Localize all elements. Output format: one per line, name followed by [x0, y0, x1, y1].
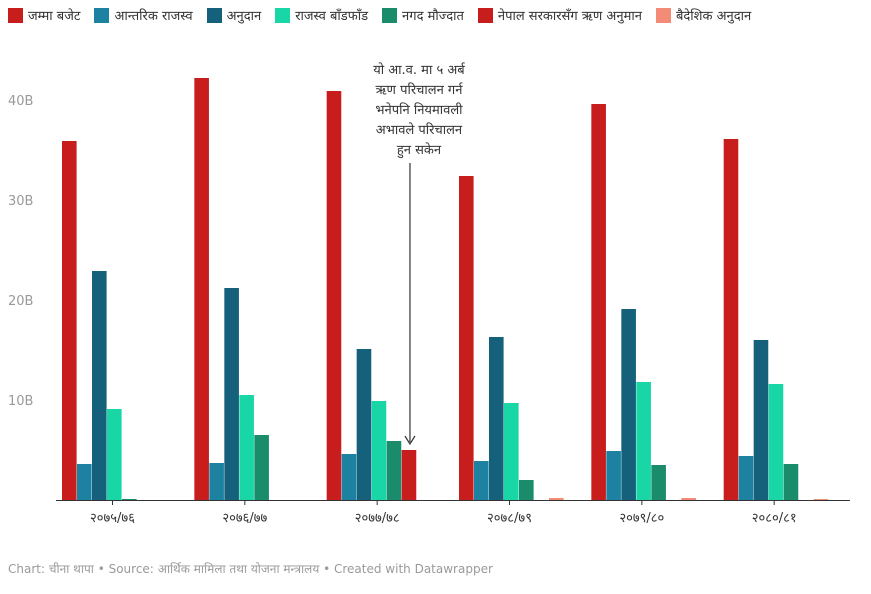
- bar: [753, 340, 769, 500]
- chart-legend: जम्मा बजेट आन्तरिक राजस्व अनुदान राजस्व बाँ…: [8, 3, 868, 27]
- bar: [356, 349, 372, 500]
- bar: [591, 104, 606, 500]
- legend-swatch: [382, 7, 398, 23]
- bar: [62, 141, 77, 500]
- bar: [519, 480, 534, 500]
- bar: [606, 451, 621, 500]
- legend-item: राजस्व बाँडफाँड: [275, 3, 368, 27]
- bar: [738, 456, 754, 500]
- bar: [239, 395, 254, 500]
- footer-created-with: Created with Datawrapper: [334, 562, 493, 576]
- bar: [783, 464, 799, 500]
- annotation-text: भनेपनि नियमावली: [375, 102, 463, 118]
- legend-item: आन्तरिक राजस्व: [94, 3, 193, 27]
- bar: [723, 139, 739, 500]
- bar: [224, 288, 239, 500]
- annotation-text: यो आ.व. मा ५ अर्ब: [373, 62, 465, 78]
- legend-item: नेपाल सरकारसँग ऋण अनुमान: [477, 3, 642, 27]
- legend-swatch: [477, 7, 493, 23]
- bar: [681, 498, 696, 500]
- y-tick-label: 20B: [8, 294, 33, 309]
- bar: [636, 382, 651, 500]
- annotation-text: हुन सकेन: [397, 142, 442, 159]
- legend-item: अनुदान: [206, 3, 262, 27]
- y-tick-label: 40B: [8, 94, 33, 109]
- legend-label: अनुदान: [226, 9, 262, 24]
- legend-item: नगद मौज्दात: [382, 3, 464, 27]
- legend-swatch: [655, 7, 671, 23]
- legend-swatch: [8, 7, 23, 23]
- y-tick-label: 30B: [8, 194, 33, 209]
- bar: [371, 401, 387, 500]
- x-tick-label: २०७८/७९: [487, 511, 532, 526]
- bar: [194, 78, 209, 500]
- bar: [459, 176, 474, 500]
- footer-source-name: आर्थिक मामिला तथा योजना मन्त्रालय: [157, 562, 320, 576]
- bar: [489, 337, 504, 500]
- bar: [768, 384, 784, 500]
- bar: [92, 271, 107, 500]
- legend-swatch: [94, 7, 110, 23]
- bar: [341, 454, 357, 500]
- footer-chart-label: Chart:: [8, 562, 46, 576]
- bar: [474, 461, 489, 500]
- legend-label: राजस्व बाँडफाँड: [295, 9, 369, 24]
- bar: [651, 465, 666, 500]
- x-tick-label: २०७५/७६: [90, 511, 135, 526]
- bar: [122, 499, 137, 500]
- legend-label: जम्मा बजेट: [28, 9, 81, 24]
- legend-item: जम्मा बजेट: [8, 3, 80, 27]
- x-tick-label: २०७९/८०: [619, 511, 664, 526]
- legend-swatch: [206, 7, 222, 23]
- legend-label: नेपाल सरकारसँग ऋण अनुमान: [497, 9, 642, 24]
- legend-label: आन्तरिक राजस्व: [114, 9, 193, 24]
- legend-item: बैदेशिक अनुदान: [655, 3, 752, 27]
- legend-swatch: [275, 7, 291, 23]
- bar: [77, 464, 92, 500]
- footer-separator: •: [319, 562, 334, 576]
- bar: [254, 435, 269, 500]
- annotation-text: अभावले परिचालन: [376, 122, 463, 138]
- y-tick-label: 10B: [8, 394, 33, 409]
- chart-footer: Chart: चीना थापा • Source: आर्थिक मामिला…: [8, 560, 493, 577]
- bar: [209, 463, 224, 500]
- x-tick-label: २०७६/७७: [222, 511, 267, 526]
- x-tick-label: २०८०/८१: [752, 511, 797, 526]
- annotation-text: ऋण परिचालन गर्न: [375, 82, 463, 98]
- bar: [401, 450, 417, 500]
- bar: [107, 409, 122, 500]
- bar: [621, 309, 636, 500]
- bar: [504, 403, 519, 500]
- x-tick-label: २०७७/७८: [355, 511, 400, 526]
- footer-chart-author: चीना थापा: [48, 562, 94, 576]
- annotation-arrow-head: [404, 435, 416, 446]
- footer-source-label: Source:: [108, 562, 154, 576]
- bar: [386, 441, 402, 500]
- bar: [549, 498, 564, 500]
- legend-label: नगद मौज्दात: [402, 9, 464, 24]
- bar: [326, 91, 342, 500]
- bar: [813, 499, 829, 500]
- footer-separator: •: [93, 562, 109, 576]
- legend-label: बैदेशिक अनुदान: [675, 9, 752, 24]
